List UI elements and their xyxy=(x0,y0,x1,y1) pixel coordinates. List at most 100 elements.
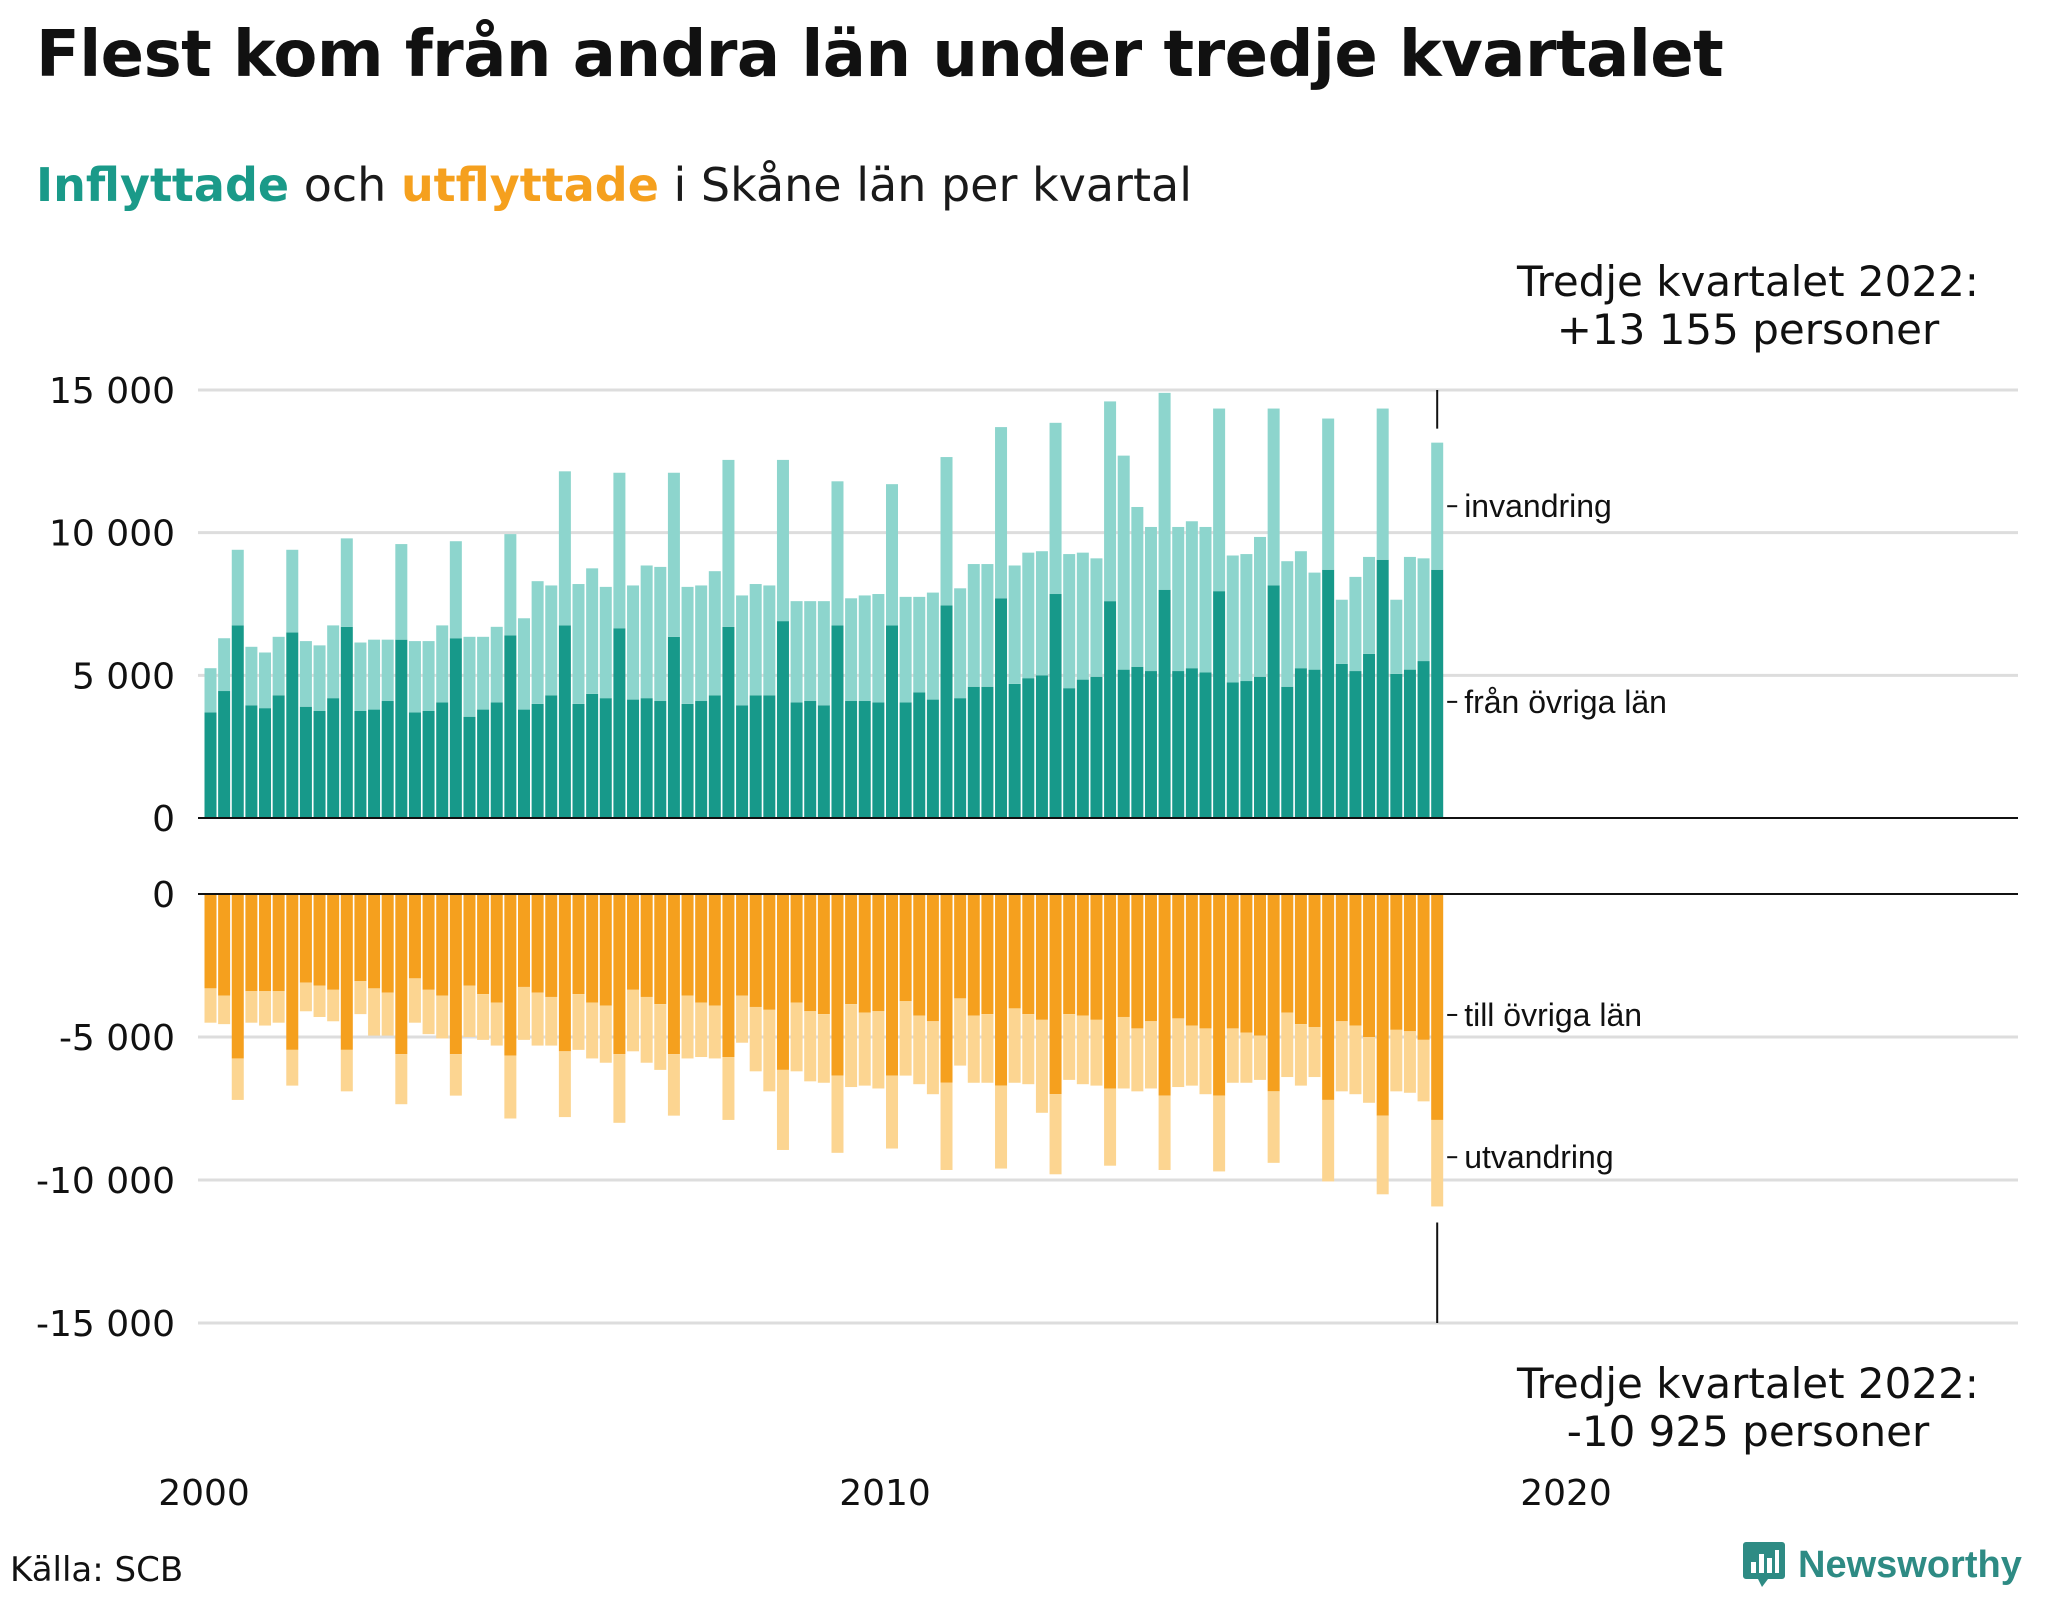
bar-utvandring xyxy=(1185,1025,1198,1086)
bar-invandring xyxy=(313,645,326,711)
bar-till-ovriga-lan xyxy=(695,894,708,1003)
bar-utvandring xyxy=(395,1054,408,1105)
bar-till-ovriga-lan xyxy=(272,894,285,992)
bar-utvandring xyxy=(408,978,421,1023)
bar-utvandring xyxy=(477,994,490,1040)
x-tick-labels: 2000 2010 2020 xyxy=(158,1473,1612,1514)
bar-fran-ovriga-lan xyxy=(995,598,1008,818)
annotation-bottom-line1: Tredje kvartalet 2022: xyxy=(1516,1359,1979,1408)
bar-invandring xyxy=(599,586,612,699)
bar-fran-ovriga-lan xyxy=(572,703,585,818)
bar-fran-ovriga-lan xyxy=(776,621,789,818)
bar-till-ovriga-lan xyxy=(1076,894,1089,1016)
bar-till-ovriga-lan xyxy=(586,894,599,1003)
bar-invandring xyxy=(1090,558,1103,677)
bar-fran-ovriga-lan xyxy=(490,702,503,818)
bar-fran-ovriga-lan xyxy=(449,638,462,818)
bar-till-ovriga-lan xyxy=(599,894,612,1006)
bar-fran-ovriga-lan xyxy=(763,695,776,818)
bar-utvandring xyxy=(449,1054,462,1096)
bar-invandring xyxy=(327,625,340,699)
bar-till-ovriga-lan xyxy=(1294,894,1307,1025)
bar-till-ovriga-lan xyxy=(1267,894,1280,1092)
bar-utvandring xyxy=(1172,1018,1185,1088)
bar-fran-ovriga-lan xyxy=(845,701,858,818)
bar-till-ovriga-lan xyxy=(231,894,244,1059)
y-tick-bottom: -5 000 xyxy=(59,1018,175,1059)
bar-invandring xyxy=(1076,552,1089,680)
bar-till-ovriga-lan xyxy=(1008,894,1021,1009)
bar-utvandring xyxy=(613,1054,626,1123)
y-tick-top: 0 xyxy=(152,799,175,840)
y-tick-top: 15 000 xyxy=(49,371,175,412)
bar-utvandring xyxy=(299,982,312,1012)
bar-invandring xyxy=(1008,565,1021,684)
bar-utvandring xyxy=(667,1054,680,1116)
label-invandring: invandring xyxy=(1464,488,1612,524)
bar-utvandring xyxy=(1226,1028,1239,1083)
bar-utvandring xyxy=(1390,1029,1403,1092)
bar-utvandring xyxy=(572,994,585,1050)
bar-utvandring xyxy=(1049,1094,1062,1175)
bar-till-ovriga-lan xyxy=(449,894,462,1055)
bar-invandring xyxy=(490,626,503,703)
bar-fran-ovriga-lan xyxy=(204,712,217,818)
chart-subtitle: Inflyttade och utflyttade i Skåne län pe… xyxy=(36,158,1192,212)
bar-fran-ovriga-lan xyxy=(722,626,735,818)
bar-utvandring xyxy=(368,988,381,1036)
bar-utvandring xyxy=(1240,1032,1253,1083)
bar-fran-ovriga-lan xyxy=(681,703,694,818)
bar-invandring xyxy=(408,641,421,713)
bar-utvandring xyxy=(1322,1099,1335,1182)
bar-utvandring xyxy=(681,995,694,1059)
bar-fran-ovriga-lan xyxy=(368,709,381,818)
bar-utvandring xyxy=(627,989,640,1052)
bar-till-ovriga-lan xyxy=(1431,894,1444,1120)
y-tick-top: 5 000 xyxy=(72,656,175,697)
newsworthy-logo[interactable]: Newsworthy xyxy=(1742,1540,2022,1590)
bar-invandring xyxy=(286,549,299,633)
bar-fran-ovriga-lan xyxy=(327,698,340,818)
bar-till-ovriga-lan xyxy=(776,894,789,1070)
bar-fran-ovriga-lan xyxy=(599,698,612,818)
bar-fran-ovriga-lan xyxy=(408,712,421,818)
bar-invandring xyxy=(1172,526,1185,672)
bar-invandring xyxy=(804,601,817,702)
bar-till-ovriga-lan xyxy=(1104,894,1117,1089)
bar-invandring xyxy=(681,586,694,704)
bar-utvandring xyxy=(327,989,340,1022)
bar-invandring xyxy=(1104,401,1117,602)
subtitle-in-word: Inflyttade xyxy=(36,158,290,212)
bar-utvandring xyxy=(1281,1012,1294,1078)
annotation-bottom-line2: -10 925 personer xyxy=(1567,1407,1930,1456)
bar-invandring xyxy=(1294,551,1307,669)
bar-fran-ovriga-lan xyxy=(899,702,912,818)
bar-utvandring xyxy=(313,985,326,1017)
bar-till-ovriga-lan xyxy=(381,894,394,993)
y-tick-bottom: -15 000 xyxy=(36,1304,175,1345)
bar-invandring xyxy=(790,601,803,703)
bar-invandring xyxy=(872,594,885,703)
bar-fran-ovriga-lan xyxy=(1267,585,1280,818)
bar-fran-ovriga-lan xyxy=(708,695,721,818)
bar-invandring xyxy=(1199,526,1212,673)
bar-invandring xyxy=(995,427,1008,599)
bar-fran-ovriga-lan xyxy=(613,628,626,818)
bar-till-ovriga-lan xyxy=(1185,894,1198,1026)
bar-utvandring xyxy=(1131,1028,1144,1092)
bar-till-ovriga-lan xyxy=(654,894,667,1005)
bar-fran-ovriga-lan xyxy=(1022,678,1035,818)
bar-utvandring xyxy=(259,991,272,1026)
bar-invandring xyxy=(1390,599,1403,674)
bar-utvandring xyxy=(1403,1031,1416,1093)
bar-invandring xyxy=(381,639,394,702)
bar-fran-ovriga-lan xyxy=(1308,669,1321,818)
bar-fran-ovriga-lan xyxy=(1349,671,1362,818)
bar-fran-ovriga-lan xyxy=(1131,666,1144,818)
y-tick-bottom: -10 000 xyxy=(36,1161,175,1202)
bar-fran-ovriga-lan xyxy=(299,706,312,818)
bar-till-ovriga-lan xyxy=(722,894,735,1058)
bar-fran-ovriga-lan xyxy=(272,695,285,818)
bar-till-ovriga-lan xyxy=(1281,894,1294,1013)
bar-utvandring xyxy=(1076,1015,1089,1085)
